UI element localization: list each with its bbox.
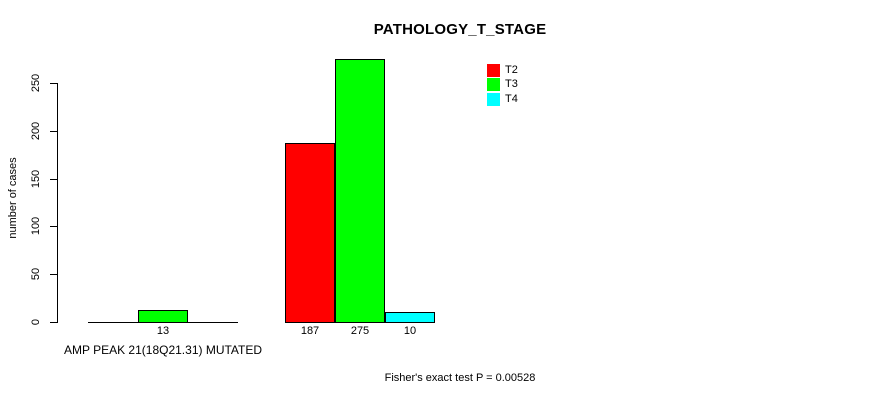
- y-tick-label: 50: [30, 268, 42, 281]
- y-axis-label: number of cases: [7, 157, 19, 239]
- legend-swatch-t3: [487, 78, 500, 92]
- y-tick-label: 150: [30, 169, 42, 188]
- legend-item-t3: T3: [487, 78, 518, 92]
- legend: T2 T3 T4: [487, 64, 518, 107]
- bar-value-label: 13: [156, 325, 170, 337]
- y-tick-label: 250: [30, 73, 42, 93]
- bar-value-label: 187: [300, 325, 320, 337]
- bar-t4-group2: [385, 312, 435, 323]
- bar-t4-group1: [188, 322, 238, 323]
- y-axis-line: [57, 83, 58, 323]
- y-tick: [50, 178, 57, 180]
- y-tick: [50, 83, 57, 84]
- bar-t3-group2: [335, 59, 385, 323]
- y-tick-label: 0: [30, 318, 42, 326]
- y-tick: [50, 226, 57, 228]
- legend-label: T4: [505, 92, 518, 105]
- bar-value-label: 275: [350, 325, 370, 337]
- legend-item-t4: T4: [487, 92, 518, 106]
- legend-swatch-t4: [487, 92, 500, 106]
- y-tick: [50, 274, 57, 276]
- legend-swatch-t2: [487, 64, 500, 77]
- bar-t3-group1: [138, 310, 188, 323]
- bar-value-label: 10: [403, 325, 417, 337]
- x-axis-group-label: AMP PEAK 21(18Q21.31) MUTATED: [63, 343, 263, 357]
- pvalue-annotation: Fisher's exact test P = 0.00528: [384, 372, 536, 384]
- legend-item-t2: T2: [487, 64, 518, 77]
- y-tick: [50, 130, 57, 132]
- legend-label: T3: [505, 78, 518, 91]
- bar-t2-group2: [285, 143, 335, 323]
- chart-title: PATHOLOGY_T_STAGE: [373, 21, 547, 38]
- bar-t2-group1: [88, 322, 138, 323]
- y-tick-label: 200: [30, 121, 42, 140]
- legend-label: T2: [505, 64, 518, 76]
- y-tick-label: 100: [30, 217, 42, 236]
- y-tick: [50, 322, 57, 323]
